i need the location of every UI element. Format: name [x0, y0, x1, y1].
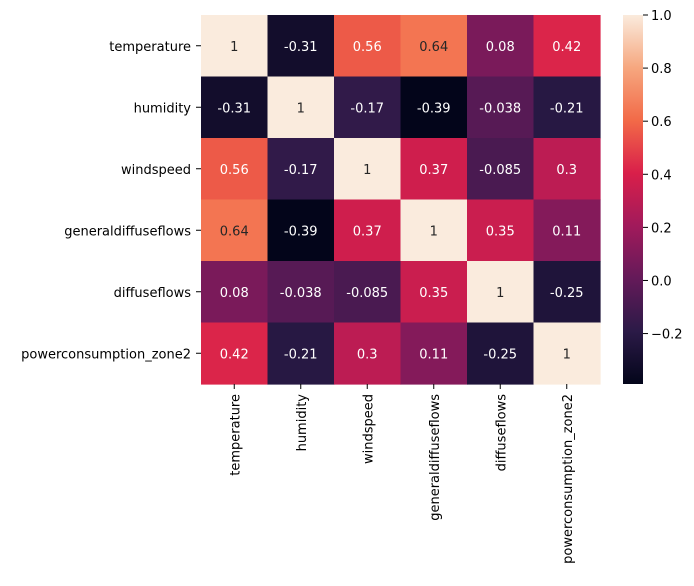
- heatmap-cell: [533, 199, 601, 262]
- cell-annotation: 0.42: [552, 40, 581, 55]
- cell-annotation: 0.64: [419, 40, 448, 55]
- y-axis-tick-labels: temperature humidity windspeed generaldiffu…: [21, 40, 201, 362]
- cell-annotation: -0.25: [550, 286, 584, 301]
- heatmap-cell: [334, 199, 402, 262]
- cell-annotation: 0.37: [419, 163, 448, 178]
- x-tick-label: powerconsumption_zone2: [561, 394, 576, 564]
- heatmap-cell: [201, 322, 269, 385]
- cell-annotation: 0.3: [357, 347, 378, 362]
- heatmap-cell: [467, 322, 535, 385]
- heatmap-cell: [400, 199, 468, 262]
- cell-annotation: -0.21: [284, 347, 318, 362]
- cell-annotation: -0.038: [479, 101, 521, 116]
- heatmap-cell: [267, 199, 335, 262]
- y-tick-label: diffuseflows: [114, 286, 192, 301]
- y-tick-label: powerconsumption_zone2: [21, 347, 191, 362]
- cell-annotation: -0.39: [417, 101, 451, 116]
- x-tick-label: generaldiffuseflows: [428, 394, 443, 521]
- heatmap-cell: [533, 76, 601, 139]
- heatmap-cell: [533, 15, 601, 78]
- colorbar: −0.2 0.0 0.2 0.4 0.6 0.8 1.0: [623, 9, 683, 384]
- cell-annotation: -0.17: [350, 101, 384, 116]
- heatmap-cell: [467, 138, 535, 201]
- cell-annotation: -0.038: [280, 286, 322, 301]
- colorbar-tick-label: 0.4: [651, 168, 672, 183]
- heatmap-cell: [533, 261, 601, 324]
- heatmap-cell: [267, 76, 335, 139]
- heatmap-cell: [467, 261, 535, 324]
- heatmap-cell: [201, 138, 269, 201]
- cell-annotation: -0.31: [217, 101, 251, 116]
- y-tick-label: temperature: [109, 40, 191, 55]
- heatmap-cell: [267, 322, 335, 385]
- colorbar-tick-label: 0.0: [651, 274, 672, 289]
- cell-annotation: 1: [230, 40, 238, 55]
- heatmap-cells: [201, 15, 601, 385]
- colorbar-tick-label: 0.2: [651, 221, 672, 236]
- heatmap-cell: [400, 138, 468, 201]
- heatmap-cell: [467, 199, 535, 262]
- heatmap-cell: [201, 199, 269, 262]
- heatmap-cell: [334, 76, 402, 139]
- heatmap-cell: [334, 138, 402, 201]
- cell-annotation: -0.25: [483, 347, 517, 362]
- cell-annotation: 1: [563, 347, 571, 362]
- heatmap-cell: [467, 15, 535, 78]
- heatmap-cell: [267, 138, 335, 201]
- heatmap-cell: [267, 261, 335, 324]
- cell-annotation: 0.11: [552, 224, 581, 239]
- cell-annotation: 1: [496, 286, 504, 301]
- heatmap-cell: [400, 322, 468, 385]
- cell-annotation: -0.39: [284, 224, 318, 239]
- cell-annotation: 0.3: [556, 163, 577, 178]
- cell-annotation: 0.56: [220, 163, 249, 178]
- heatmap-cell: [400, 261, 468, 324]
- heatmap-cell: [400, 76, 468, 139]
- cell-annotation: -0.085: [479, 163, 521, 178]
- cell-annotation: 0.08: [486, 40, 515, 55]
- cell-annotation: 0.42: [220, 347, 249, 362]
- cell-annotation: 1: [363, 163, 371, 178]
- heatmap-cell: [267, 15, 335, 78]
- cell-annotation: -0.21: [550, 101, 584, 116]
- cell-annotation: 0.64: [220, 224, 249, 239]
- heatmap-cell: [533, 138, 601, 201]
- colorbar-tick-label: 0.6: [651, 115, 672, 130]
- x-axis-tick-labels: temperature humidity windspeed generaldiffu…: [228, 384, 576, 564]
- heatmap-cell: [201, 261, 269, 324]
- cell-annotation: 0.11: [419, 347, 448, 362]
- colorbar-tick-label: 0.8: [651, 62, 672, 77]
- cell-annotation: 0.56: [353, 40, 382, 55]
- cell-annotations: 1 -0.31 0.56 0.64 0.08 0.42 -0.31 1 -0.17 -0.39 -0…: [217, 40, 583, 363]
- x-tick-label: temperature: [228, 394, 243, 476]
- colorbar-tick-label: −0.2: [651, 328, 683, 343]
- heatmap-cell: [400, 15, 468, 78]
- heatmap-cell: [467, 76, 535, 139]
- colorbar-gradient: [623, 15, 643, 384]
- heatmap-cell: [334, 15, 402, 78]
- cell-annotation: 0.37: [353, 224, 382, 239]
- heatmap-cell: [334, 322, 402, 385]
- cell-annotation: 0.35: [419, 286, 448, 301]
- x-tick-label: diffuseflows: [494, 394, 509, 472]
- y-tick-label: windspeed: [121, 163, 191, 178]
- heatmap-cell: [533, 322, 601, 385]
- cell-annotation: -0.31: [284, 40, 318, 55]
- cell-annotation: -0.17: [284, 163, 318, 178]
- heatmap-cell: [201, 15, 269, 78]
- y-tick-label: humidity: [134, 101, 192, 116]
- heatmap-cell: [201, 76, 269, 139]
- cell-annotation: 0.35: [486, 224, 515, 239]
- y-tick-label: generaldiffuseflows: [64, 224, 191, 239]
- cell-annotation: -0.085: [346, 286, 388, 301]
- cell-annotation: 1: [430, 224, 438, 239]
- heatmap-cell: [334, 261, 402, 324]
- cell-annotation: 0.08: [220, 286, 249, 301]
- x-tick-label: humidity: [295, 394, 310, 452]
- x-tick-label: windspeed: [361, 394, 376, 464]
- cell-annotation: 1: [297, 101, 305, 116]
- colorbar-tick-label: 1.0: [651, 9, 672, 24]
